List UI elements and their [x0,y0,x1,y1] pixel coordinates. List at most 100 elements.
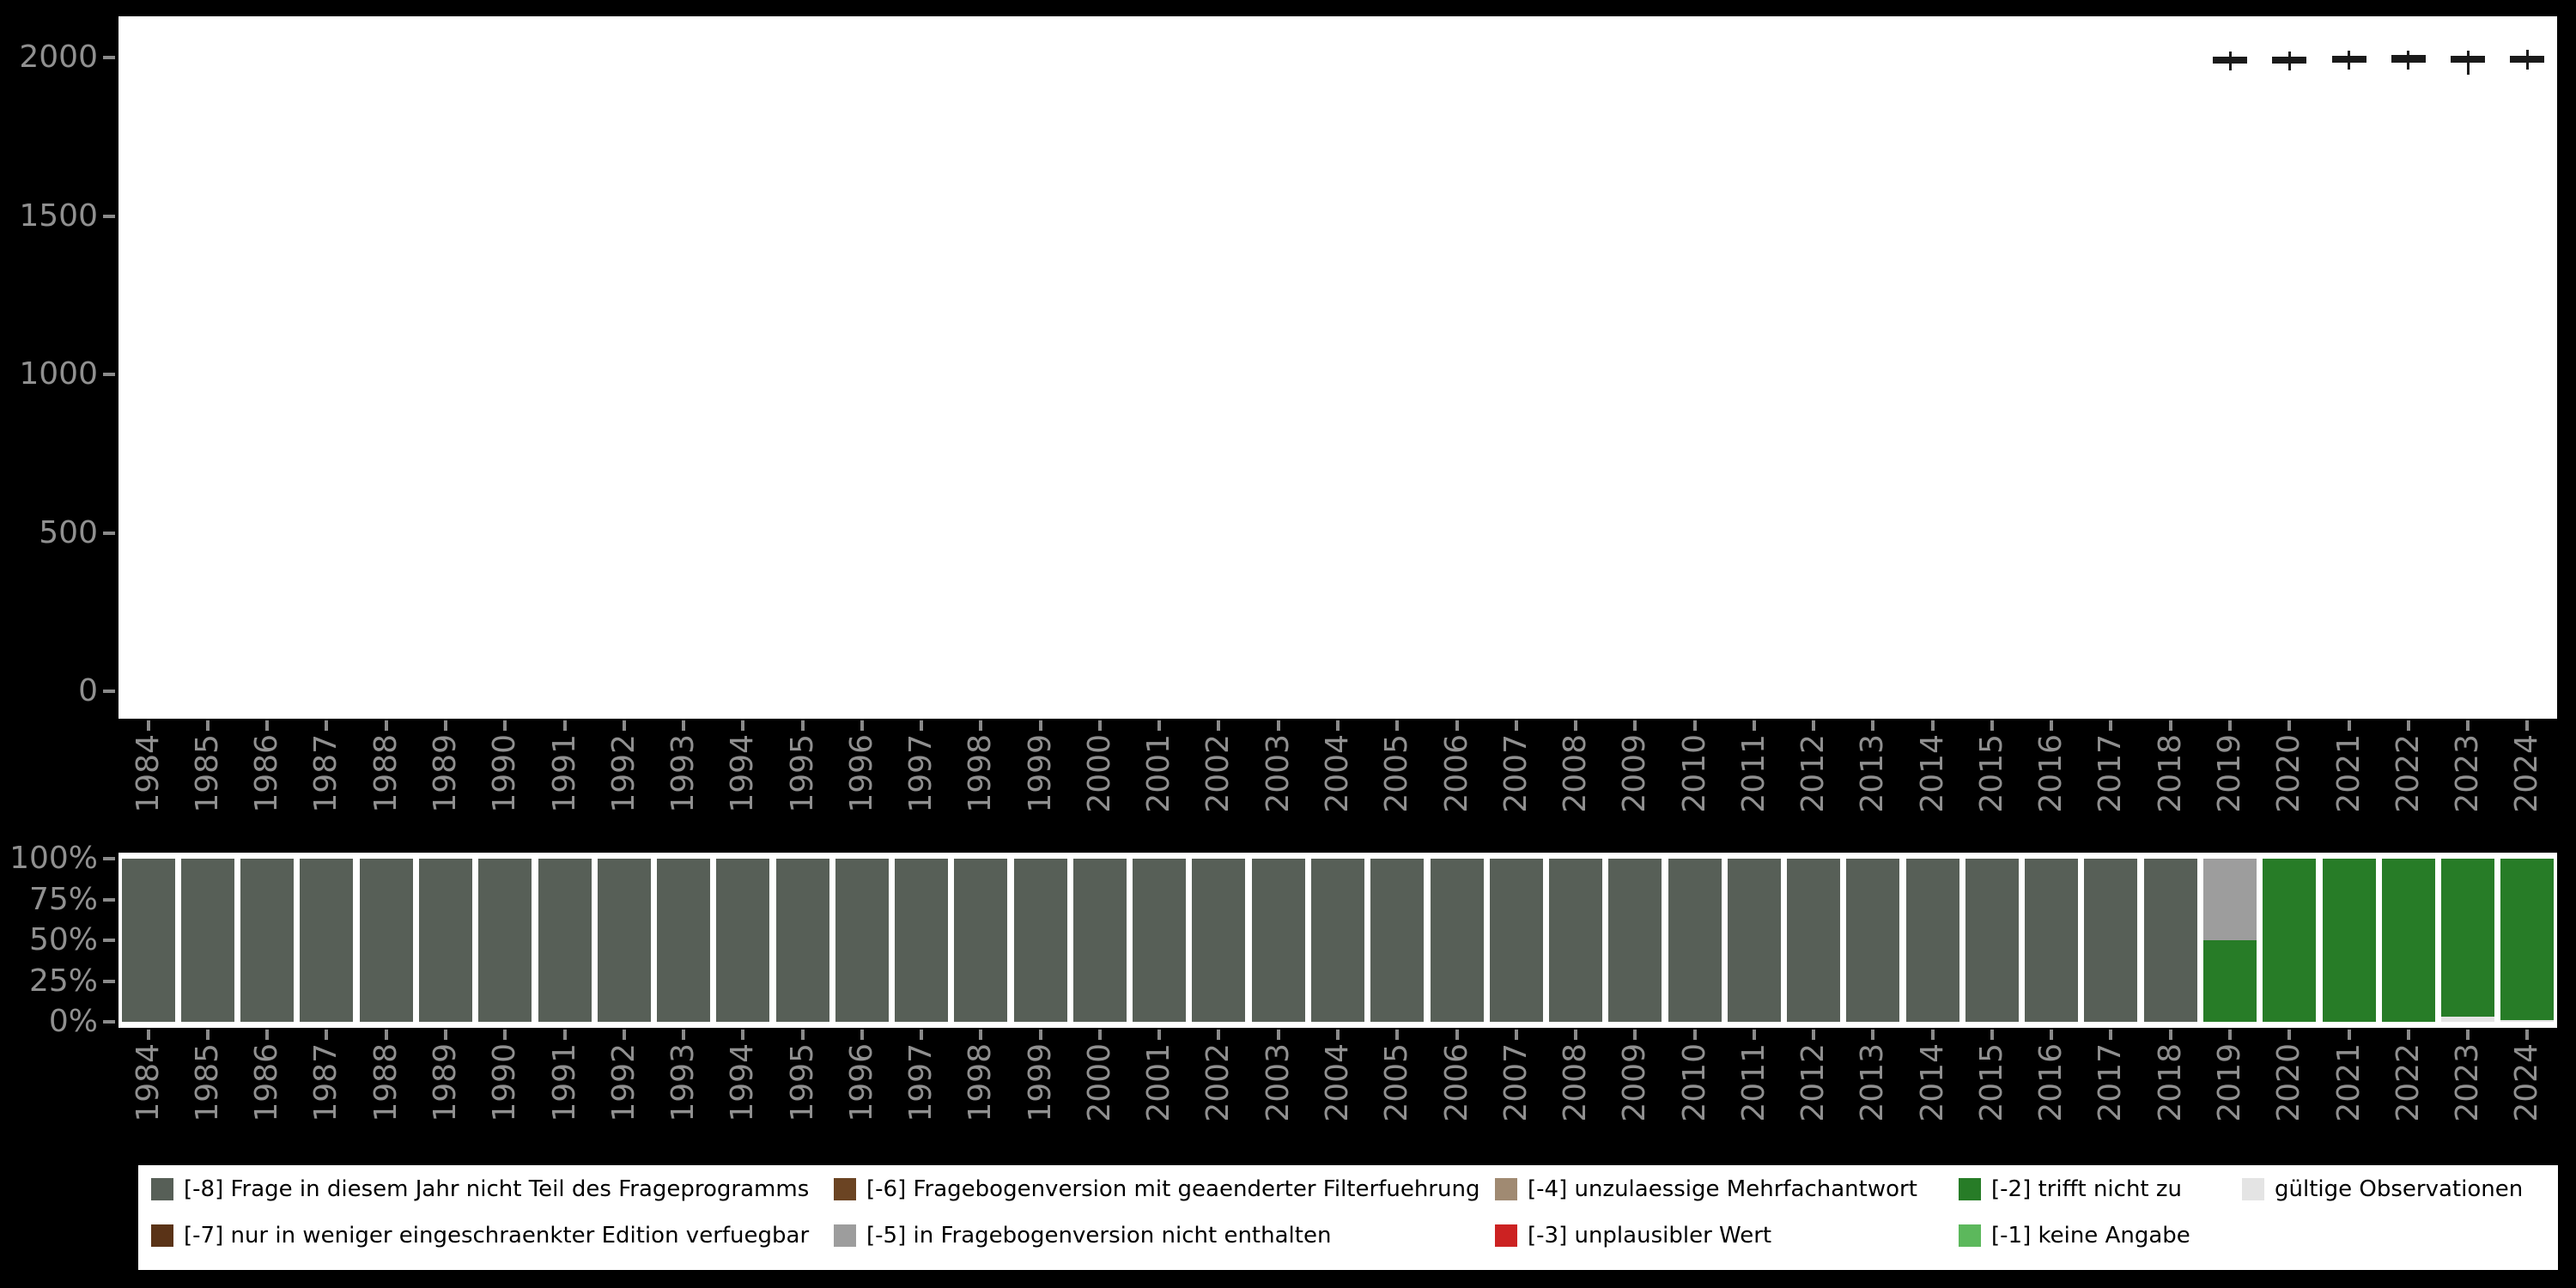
x-tick-label: 2022 [2390,734,2426,813]
x-tick-mark [1276,1030,1280,1040]
x-tick-label: 2000 [1081,734,1117,813]
x-tick-label: 2006 [1438,1043,1474,1122]
x-tick-mark [1097,720,1102,731]
y-tick-label: 500 [39,514,98,550]
bar-segment-m8 [954,859,1008,1022]
y-tick-label: 1000 [19,356,98,392]
x-tick-label: 2024 [2509,734,2545,813]
x-tick-mark [920,720,924,731]
x-tick-mark [146,720,150,731]
x-tick-mark [1097,1030,1102,1040]
legend-swatch-m3 [1495,1224,1517,1247]
bar-segment-m8 [1311,859,1364,1022]
x-tick-label: 2018 [2152,1043,2188,1122]
x-tick-label: 2010 [1676,734,1712,813]
x-tick-mark [2109,720,2113,731]
x-tick-mark [2287,1030,2292,1040]
bar-segment-m8 [1727,859,1781,1022]
x-tick-mark [2347,1030,2351,1040]
x-tick-mark [1574,1030,1578,1040]
bar-segment-m8 [418,859,472,1022]
legend-swatch-m5 [834,1224,856,1247]
bar-segment-m8 [2025,859,2079,1022]
x-tick-label: 1989 [427,1043,463,1122]
x-tick-label: 1997 [903,734,939,813]
x-tick-label: 1988 [368,734,404,813]
legend-item-m3: [-3] unplausibler Wert [1495,1218,1771,1253]
y-tick-label: 75% [28,881,98,917]
x-tick-label: 1994 [725,1043,761,1122]
x-tick-mark [2347,720,2351,731]
bar-segment-m8 [895,859,949,1022]
x-tick-mark [325,1030,329,1040]
x-tick-mark [265,1030,270,1040]
bar-segment-m8 [300,859,354,1022]
boxplot-median [2391,57,2426,61]
x-tick-label: 2023 [2450,1043,2486,1122]
x-tick-label: 2016 [2033,1043,2069,1122]
x-tick-label: 2012 [1795,1043,1832,1122]
bar-segment-m8 [1192,859,1246,1022]
x-tick-mark [2050,720,2054,731]
legend-swatch-m1 [1959,1224,1981,1247]
x-tick-label: 1994 [725,734,761,813]
x-tick-mark [1157,720,1162,731]
x-tick-label: 2005 [1379,1043,1415,1122]
y-tick-label: 0 [78,673,98,708]
y-tick-mark [103,531,115,535]
x-tick-label: 2016 [2033,734,2069,813]
x-tick-mark [800,1030,805,1040]
x-tick-mark [1692,720,1697,731]
x-tick-mark [622,1030,626,1040]
y-tick-label: 0% [48,1004,98,1039]
x-tick-mark [146,1030,150,1040]
bar-segment-m8 [775,859,829,1022]
bar-segment-m8 [657,859,711,1022]
x-tick-mark [1514,720,1518,731]
bar-segment-m8 [2143,859,2197,1022]
bar-segment-m8 [1430,859,1484,1022]
x-tick-mark [1990,720,1994,731]
x-tick-label: 2011 [1735,1043,1771,1122]
y-tick-mark [103,1020,115,1024]
x-tick-mark [2466,1030,2470,1040]
x-tick-label: 2009 [1617,1043,1653,1122]
x-tick-label: 1995 [784,1043,820,1122]
x-tick-label: 2010 [1676,1043,1712,1122]
legend-label: [-1] keine Angabe [1991,1223,2190,1249]
legend-item-m1: [-1] keine Angabe [1959,1218,2190,1253]
x-tick-mark [503,720,507,731]
x-tick-label: 2020 [2271,1043,2307,1122]
x-tick-label: 1989 [427,734,463,813]
x-tick-label: 1993 [665,1043,702,1122]
x-tick-mark [741,720,745,731]
y-tick-mark [103,939,115,942]
x-tick-mark [1455,720,1459,731]
x-tick-label: 2003 [1260,1043,1296,1122]
bar-segment-m2 [2441,859,2495,1018]
legend-swatch-m2 [1959,1178,1981,1200]
bar-segment-m8 [1905,859,1959,1022]
x-tick-label: 2013 [1855,1043,1891,1122]
x-tick-label: 2009 [1617,734,1653,813]
boxplot-median [2331,57,2366,61]
bar-segment-m8 [1549,859,1603,1022]
x-tick-label: 2004 [1320,734,1355,813]
y-tick-mark [103,897,115,902]
y-tick-mark [103,857,115,860]
legend-swatch-m8 [151,1178,173,1200]
x-tick-label: 1986 [249,1043,285,1122]
x-tick-mark [682,1030,686,1040]
x-tick-mark [205,720,210,731]
x-tick-mark [1217,720,1221,731]
x-tick-label: 2023 [2450,734,2486,813]
x-tick-label: 1995 [784,734,820,813]
x-tick-mark [1752,1030,1756,1040]
x-tick-mark [503,1030,507,1040]
x-tick-mark [1157,1030,1162,1040]
x-tick-mark [2228,720,2233,731]
x-tick-mark [1812,720,1816,731]
x-tick-label: 1997 [903,1043,939,1122]
x-tick-mark [2168,720,2172,731]
legend-item-m8: [-8] Frage in diesem Jahr nicht Teil des… [151,1172,809,1206]
